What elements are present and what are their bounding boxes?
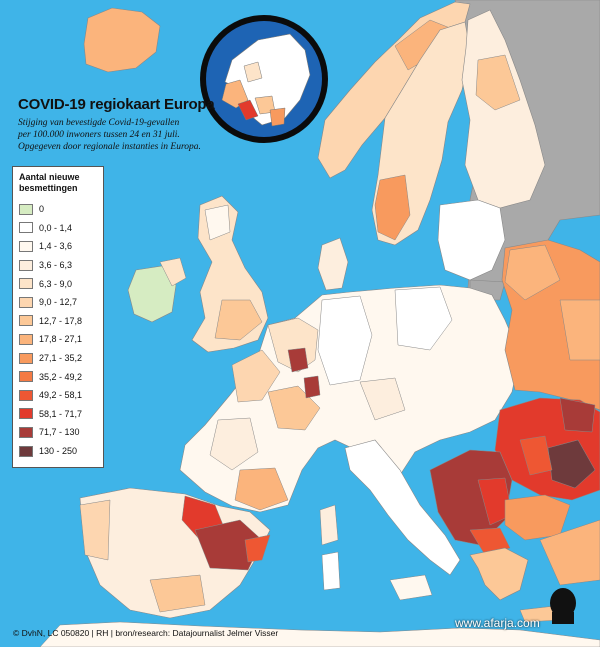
legend-label: 6,3 - 9,0 [39, 278, 73, 289]
legend-swatch [19, 315, 33, 327]
legend-item: 49,2 - 58,1 [19, 386, 97, 405]
legend-item: 0 [19, 200, 97, 219]
legend-swatch [19, 352, 33, 364]
legend-swatch [19, 222, 33, 234]
denmark-region [317, 237, 349, 291]
legend-items: 0 0,0 - 1,4 1,4 - 3,6 3,6 - 6,3 6,3 - 9,0 9,0… [19, 200, 97, 460]
legend-label: 49,2 - 58,1 [39, 390, 83, 401]
legend-item: 130 - 250 [19, 442, 97, 461]
legend-swatch [19, 333, 33, 345]
legend-swatch [19, 259, 33, 271]
legend-item: 27,1 - 35,2 [19, 349, 97, 368]
italy-region [344, 439, 461, 576]
legend-title-line: Aantal nieuwe [19, 172, 80, 182]
legend-title: Aantal nieuwe besmettingen [19, 172, 97, 194]
legend-item: 71,7 - 130 [19, 423, 97, 442]
legend-label: 35,2 - 49,2 [39, 371, 83, 382]
subtitle-line: Opgegeven door regionale instanties in E… [18, 142, 201, 152]
legend-label: 71,7 - 130 [39, 427, 80, 438]
legend-swatch [19, 445, 33, 457]
legend-title-line: besmettingen [19, 183, 78, 193]
legend-label: 17,8 - 27,1 [39, 334, 83, 345]
watermark-logo [550, 588, 576, 624]
legend-item: 9,0 - 12,7 [19, 293, 97, 312]
legend-label: 130 - 250 [39, 446, 78, 457]
legend-item: 35,2 - 49,2 [19, 367, 97, 386]
legend-item: 6,3 - 9,0 [19, 274, 97, 293]
greece-region [469, 547, 529, 601]
subtitle-line: Stijging van bevestigde Covid-19-gevalle… [18, 118, 180, 128]
baltics-region [437, 199, 506, 281]
legend-item: 17,8 - 27,1 [19, 330, 97, 349]
legend-swatch [19, 371, 33, 383]
netherlands-inset-map [200, 15, 328, 143]
map-legend: Aantal nieuwe besmettingen 0 0,0 - 1,4 1,4… [12, 166, 104, 468]
legend-swatch [19, 203, 33, 215]
legend-item: 58,1 - 71,7 [19, 405, 97, 424]
watermark-text: www.afarja.com [455, 616, 540, 630]
legend-label: 1,4 - 3,6 [39, 241, 73, 252]
legend-swatch [19, 240, 33, 252]
legend-swatch [19, 296, 33, 308]
map-title: COVID-19 regiokaart Europa [18, 96, 215, 113]
subtitle-line: per 100.000 inwoners tussen 24 en 31 jul… [18, 130, 180, 140]
legend-label: 58,1 - 71,7 [39, 408, 83, 419]
iceland-region [83, 7, 161, 73]
legend-swatch [19, 389, 33, 401]
legend-item: 12,7 - 17,8 [19, 312, 97, 331]
legend-label: 27,1 - 35,2 [39, 353, 83, 364]
legend-item: 0,0 - 1,4 [19, 219, 97, 238]
legend-label: 3,6 - 6,3 [39, 260, 73, 271]
legend-label: 9,0 - 12,7 [39, 297, 78, 308]
north-africa-land [39, 621, 600, 647]
legend-swatch [19, 426, 33, 438]
legend-item: 1,4 - 3,6 [19, 237, 97, 256]
legend-swatch [19, 408, 33, 420]
iberia-region [79, 487, 271, 619]
legend-label: 0,0 - 1,4 [39, 222, 73, 233]
credit-line: © DvhN, LC 050820 | RH | bron/research: … [13, 628, 279, 638]
legend-label: 0 [39, 204, 45, 215]
map-subtitle: Stijging van bevestigde Covid-19-gevalle… [18, 117, 218, 153]
legend-label: 12,7 - 17,8 [39, 315, 83, 326]
legend-swatch [19, 278, 33, 290]
legend-item: 3,6 - 6,3 [19, 256, 97, 275]
